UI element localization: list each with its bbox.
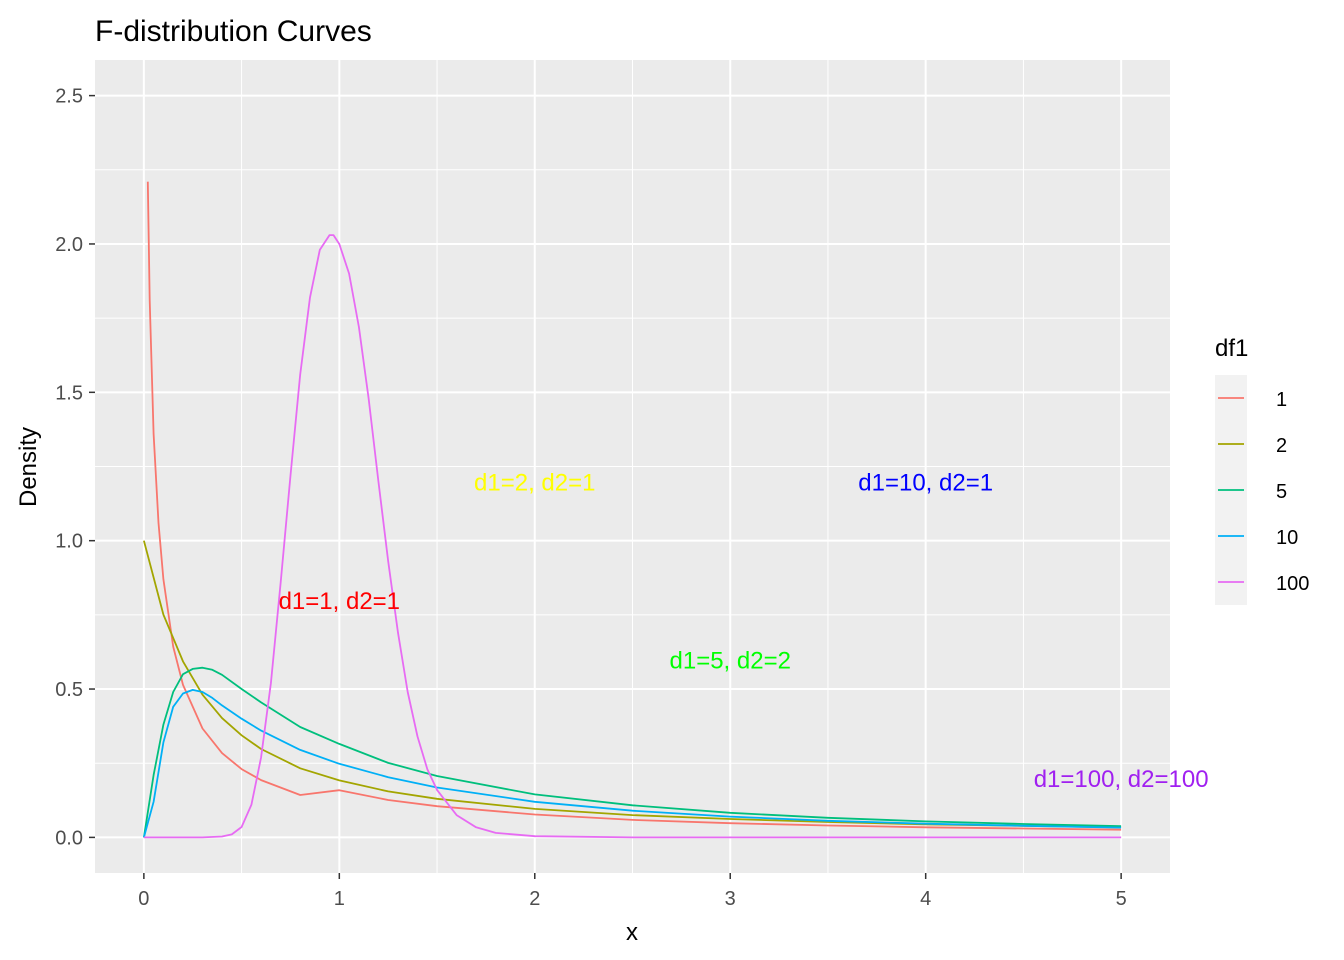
legend-item: 100 <box>1218 573 1309 595</box>
x-tick-label: 4 <box>920 888 931 910</box>
legend-label: 2 <box>1276 435 1287 457</box>
legend-label: 10 <box>1276 527 1298 549</box>
annotation-label: d1=10, d2=1 <box>858 469 993 496</box>
y-tick-label: 0.0 <box>55 827 83 849</box>
minor-grid <box>95 60 1170 873</box>
y-axis: 0.0 0.5 1.0 1.5 2.0 2.5 <box>55 86 95 849</box>
x-tick-label: 3 <box>725 888 736 910</box>
legend-item: 5 <box>1218 481 1287 503</box>
annotations: d1=1, d2=1 d1=2, d2=1 d1=5, d2=2 d1=10, d2=… <box>279 469 1209 793</box>
x-tick-label: 1 <box>334 888 345 910</box>
legend-items: 1 2 5 10 100 <box>1218 389 1309 595</box>
series-line-df1-1 <box>146 181 1122 831</box>
x-tick-label: 0 <box>138 888 149 910</box>
series-lines <box>143 181 1122 839</box>
y-axis-title: Density <box>15 427 42 507</box>
x-tick-label: 5 <box>1116 888 1127 910</box>
chart-title: F-distribution Curves <box>95 15 372 48</box>
series-line-df1-2 <box>143 540 1122 829</box>
legend-item: 10 <box>1218 527 1298 549</box>
y-tick-label: 1.0 <box>55 531 83 553</box>
annotation-label: d1=100, d2=100 <box>1034 766 1209 793</box>
series-line-df1-10 <box>143 689 1122 838</box>
x-axis-title: x <box>626 919 638 946</box>
y-tick-label: 2.5 <box>55 86 83 108</box>
annotation-label: d1=1, d2=1 <box>279 588 400 615</box>
legend-item: 1 <box>1218 389 1287 411</box>
series-line-df1-5 <box>143 666 1122 838</box>
annotation-label: d1=2, d2=1 <box>474 469 595 496</box>
legend-item: 2 <box>1218 435 1287 457</box>
annotation-label: d1=5, d2=2 <box>670 647 791 674</box>
legend-label: 100 <box>1276 573 1309 595</box>
legend-label: 5 <box>1276 481 1287 503</box>
legend-title: df1 <box>1215 335 1248 362</box>
series-line-df1-100 <box>143 234 1122 839</box>
major-grid <box>95 60 1170 873</box>
y-tick-label: 0.5 <box>55 679 83 701</box>
x-axis: 0 1 2 3 4 5 <box>138 873 1127 910</box>
legend: df1 1 2 5 10 100 <box>1215 335 1309 605</box>
x-tick-label: 2 <box>529 888 540 910</box>
y-tick-label: 2.0 <box>55 234 83 256</box>
legend-label: 1 <box>1276 389 1287 411</box>
y-tick-label: 1.5 <box>55 382 83 404</box>
